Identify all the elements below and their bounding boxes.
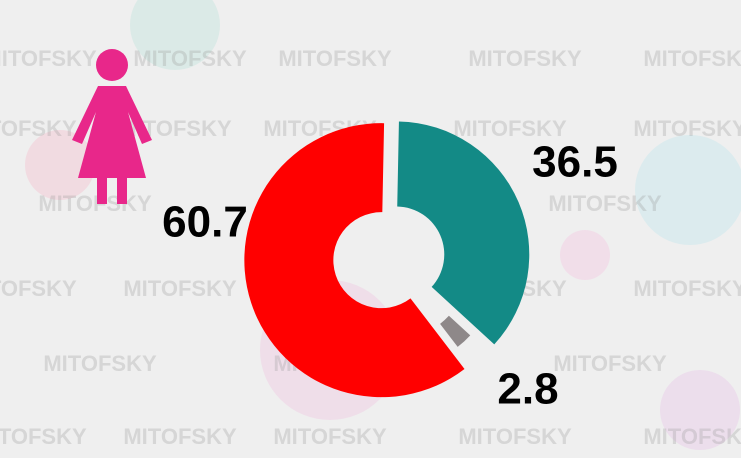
watermark: MITOFSKY [0, 424, 87, 449]
watermark: MITOFSKY [0, 276, 77, 301]
watermark: MITOFSKY [43, 351, 157, 376]
value-label: 60.7 [162, 198, 248, 247]
watermark: MITOFSKY [633, 116, 741, 141]
watermark: MITOFSKY [633, 276, 741, 301]
icon-leg [97, 178, 107, 204]
value-label: 2.8 [497, 365, 558, 414]
watermark: MITOFSKY [553, 351, 667, 376]
watermark: MITOFSKY [453, 116, 567, 141]
woman-icon [72, 49, 152, 204]
value-label: 36.5 [532, 138, 618, 187]
donut-slice [440, 315, 471, 347]
splash [560, 230, 610, 280]
splash [660, 370, 740, 450]
watermark: MITOFSKY [548, 191, 662, 216]
watermark: MITOFSKY [0, 46, 97, 71]
watermark: MITOFSKY [123, 276, 237, 301]
watermark: MITOFSKY [278, 46, 392, 71]
watermark: MITOFSKY [643, 424, 741, 449]
donut: 36.5 2.8 60.7 [162, 121, 618, 414]
donut-slice [244, 123, 465, 398]
icon-head [96, 49, 128, 81]
watermark: MITOFSKY [458, 424, 572, 449]
watermark: MITOFSKY [643, 46, 741, 71]
icon-leg [117, 178, 127, 204]
donut-slice [397, 121, 530, 345]
splash [635, 135, 741, 245]
splash [25, 130, 95, 200]
watermark: MITOFSKY [468, 46, 582, 71]
watermark: MITOFSKY [0, 116, 77, 141]
watermark: MITOFSKY [123, 424, 237, 449]
splash [130, 0, 220, 70]
watermark: MITOFSKY [133, 46, 247, 71]
watermark: MITOFSKY [273, 424, 387, 449]
icon-body [72, 86, 152, 178]
watermark: MITOFSKY [38, 191, 152, 216]
watermarks: MITOFSKY MITOFSKY MITOFSKY MITOFSKY MITOFSKY… [0, 46, 741, 449]
